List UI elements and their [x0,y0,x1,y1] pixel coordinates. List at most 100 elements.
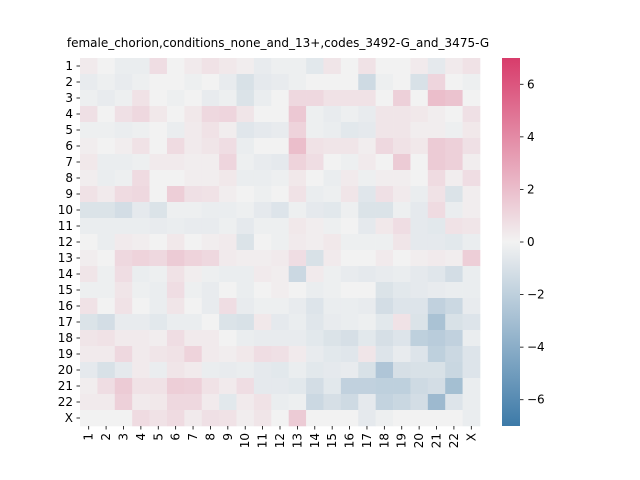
heatmap-cell [219,106,237,123]
heatmap-cell [410,106,429,123]
heatmap-cell [340,298,359,315]
heatmap-cell [445,394,463,411]
heatmap-cell [358,138,376,155]
heatmap-cell [166,234,185,251]
heatmap-cell [358,346,376,363]
heatmap-cell [114,186,133,203]
y-tick-label: 9 [65,187,73,201]
y-tick-label: 8 [65,171,73,185]
heatmap-cell [375,122,394,139]
heatmap-cell [410,58,429,75]
heatmap-cell [393,410,411,427]
heatmap-cell [358,282,376,299]
heatmap-cell [253,170,272,187]
heatmap-cell [306,314,324,331]
heatmap-cell [271,170,289,187]
heatmap-cell [97,298,116,315]
heatmap-cell [97,266,116,283]
heatmap-cell [358,74,376,91]
heatmap-cell [340,74,359,91]
heatmap-cell [375,186,394,203]
heatmap-cell [462,154,481,171]
heatmap-cell [219,122,237,139]
heatmap-cell [375,202,394,219]
heatmap-cell [375,138,394,155]
heatmap-cell [114,266,133,283]
heatmap-cell [445,170,463,187]
heatmap-cell [219,410,237,427]
heatmap-cell [445,314,463,331]
heatmap-cell [288,170,307,187]
heatmap-cell [375,378,394,395]
heatmap-cell [358,234,376,251]
heatmap-cell [445,122,463,139]
heatmap-cell [393,90,411,107]
heatmap-cell [462,58,481,75]
heatmap-cell [358,58,376,75]
heatmap-cell [97,282,116,299]
heatmap-cell [253,410,272,427]
heatmap-cell [97,250,116,267]
heatmap-cell [306,74,324,91]
heatmap-cell [97,90,116,107]
heatmap-cell [201,314,220,331]
heatmap-cell [375,234,394,251]
heatmap-cell [149,330,168,347]
x-tick-label: X [464,433,478,441]
heatmap-cell [149,106,168,123]
heatmap-cell [306,394,324,411]
heatmap-cell [253,362,272,379]
heatmap-cell [132,186,150,203]
heatmap-cell [149,58,168,75]
heatmap-cell [271,218,289,235]
heatmap-cell [462,394,481,411]
heatmap-cell [462,330,481,347]
heatmap-cell [410,202,429,219]
heatmap-cell [393,154,411,171]
colorbar-tick-label: −4 [527,340,545,354]
heatmap-cell [288,346,307,363]
heatmap-cell [114,154,133,171]
heatmap-cell [462,234,481,251]
heatmap-cell [149,170,168,187]
heatmap-cell [149,90,168,107]
heatmap-cell [393,234,411,251]
heatmap-cell [358,186,376,203]
heatmap-cell [445,234,463,251]
y-tick-label: 4 [65,107,73,121]
heatmap-cell [288,362,307,379]
heatmap-cell [340,314,359,331]
heatmap-cell [462,346,481,363]
heatmap-cell [462,170,481,187]
heatmap-cell [427,282,446,299]
heatmap-cell [184,266,203,283]
heatmap-cell [271,138,289,155]
heatmap-cell [114,378,133,395]
heatmap-cell [132,266,150,283]
heatmap-cell [340,282,359,299]
heatmap-cell [306,154,324,171]
heatmap-cell [149,202,168,219]
heatmap-cell [393,266,411,283]
heatmap-cell [427,90,446,107]
heatmap-cell [114,122,133,139]
heatmap-cell [166,266,185,283]
colorbar-tick-label: −2 [527,288,545,302]
heatmap-cell [271,90,289,107]
heatmap-cell [132,298,150,315]
heatmap-cell [306,410,324,427]
heatmap-cell [132,250,150,267]
heatmap-cell [375,154,394,171]
heatmap-cell [271,362,289,379]
heatmap-cell [427,330,446,347]
heatmap-cell [288,330,307,347]
heatmap-cell [80,138,98,155]
heatmap-cell [427,218,446,235]
heatmap-cell [445,186,463,203]
heatmap-cell [166,202,185,219]
heatmap-cell [306,378,324,395]
heatmap-cell [271,410,289,427]
heatmap-cell [80,218,98,235]
heatmap-cell [462,186,481,203]
heatmap-cell [445,298,463,315]
